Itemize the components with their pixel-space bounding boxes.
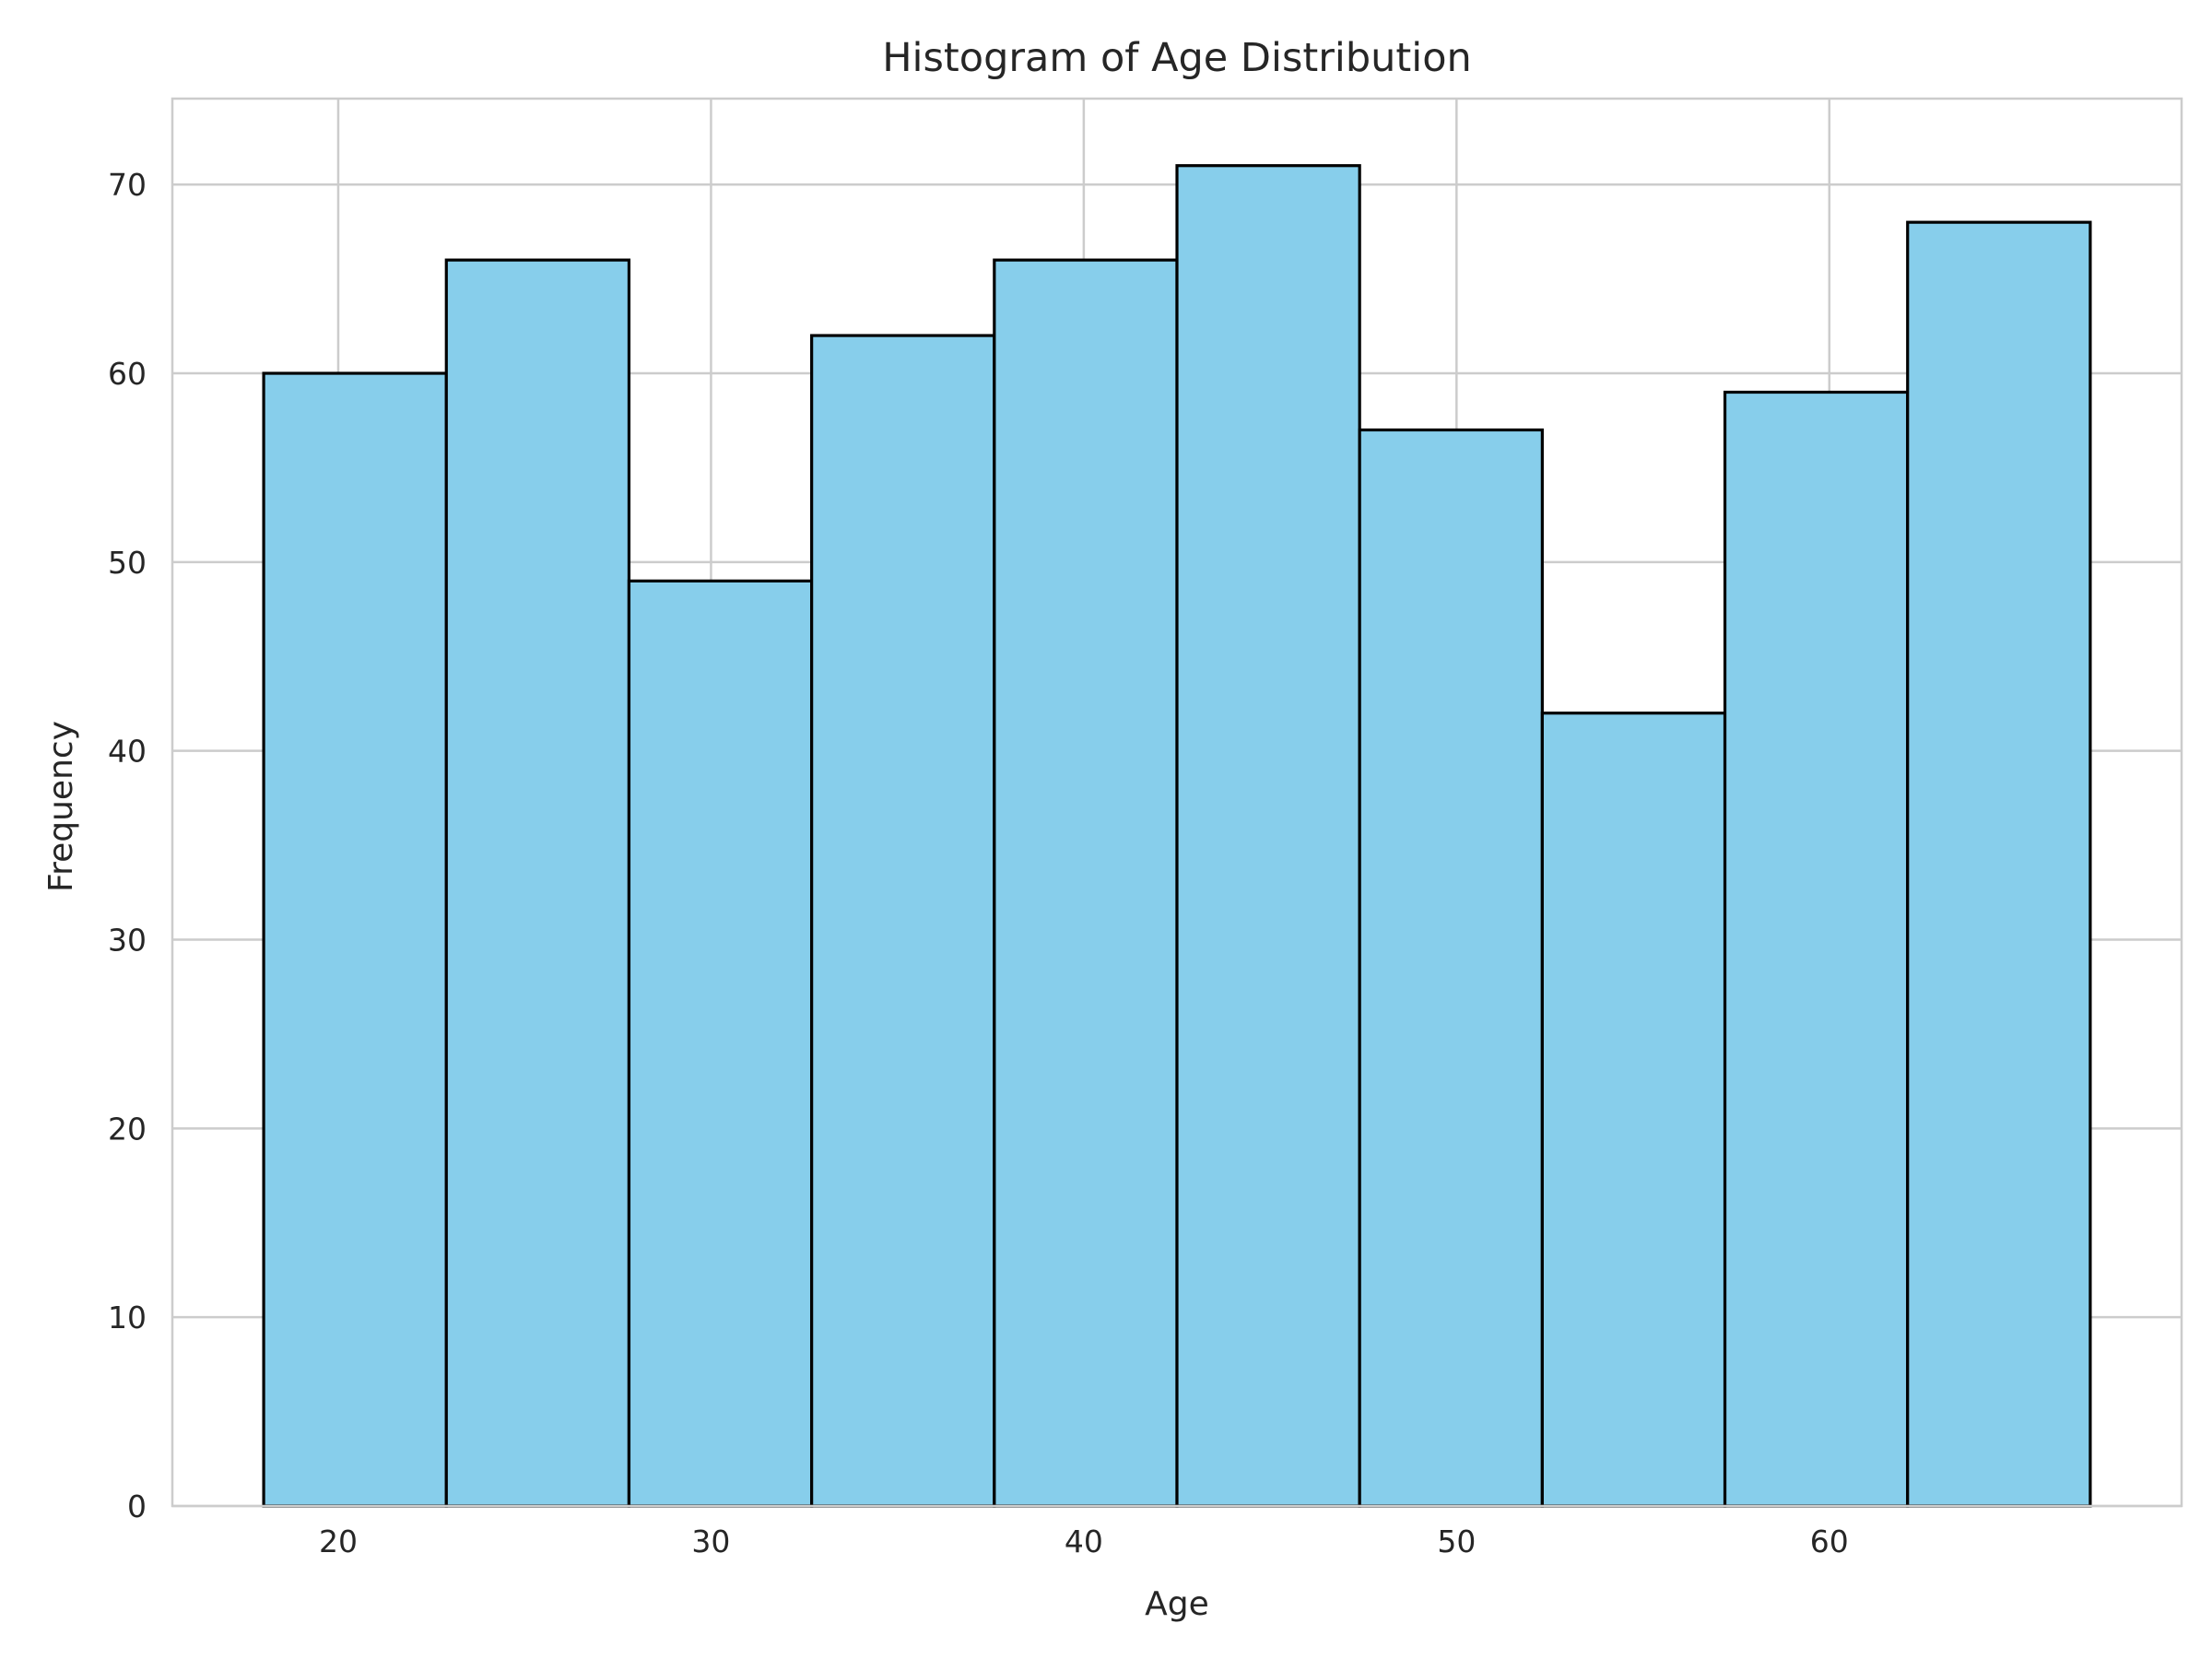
x-tick-label: 30 bbox=[691, 1524, 730, 1559]
histogram-bar bbox=[1723, 390, 1910, 1508]
x-tick-labels: 20 30 40 50 60 bbox=[319, 1524, 1849, 1559]
x-tick-label: 60 bbox=[1810, 1524, 1849, 1559]
chart-title: Histogram of Age Distribution bbox=[882, 35, 1472, 81]
plot-frame bbox=[171, 97, 2183, 1508]
x-tick-label: 40 bbox=[1065, 1524, 1103, 1559]
histogram-bar bbox=[1540, 712, 1727, 1508]
histogram-bar bbox=[810, 334, 996, 1508]
bars bbox=[262, 164, 2092, 1508]
y-tick-labels: 0 10 20 30 40 50 60 70 bbox=[108, 167, 147, 1524]
histogram-bar bbox=[1358, 428, 1544, 1508]
y-tick-label: 0 bbox=[127, 1488, 147, 1524]
histogram-bar bbox=[1175, 164, 1361, 1508]
y-tick-label: 10 bbox=[108, 1300, 147, 1335]
histogram-bar bbox=[993, 258, 1179, 1508]
x-tick-label: 20 bbox=[319, 1524, 358, 1559]
histogram-bar bbox=[627, 579, 814, 1508]
y-tick-label: 30 bbox=[108, 923, 147, 959]
y-tick-label: 50 bbox=[108, 545, 147, 581]
y-tick-label: 70 bbox=[108, 167, 147, 203]
x-axis-label: Age bbox=[1145, 1585, 1209, 1623]
histogram-bar bbox=[1906, 220, 2092, 1508]
y-tick-label: 20 bbox=[108, 1111, 147, 1147]
y-tick-label: 60 bbox=[108, 356, 147, 392]
y-axis-label: Frequency bbox=[42, 721, 80, 892]
histogram-bar bbox=[444, 258, 631, 1508]
x-tick-label: 50 bbox=[1437, 1524, 1476, 1559]
histogram-bar bbox=[262, 371, 448, 1508]
y-tick-label: 40 bbox=[108, 734, 147, 770]
